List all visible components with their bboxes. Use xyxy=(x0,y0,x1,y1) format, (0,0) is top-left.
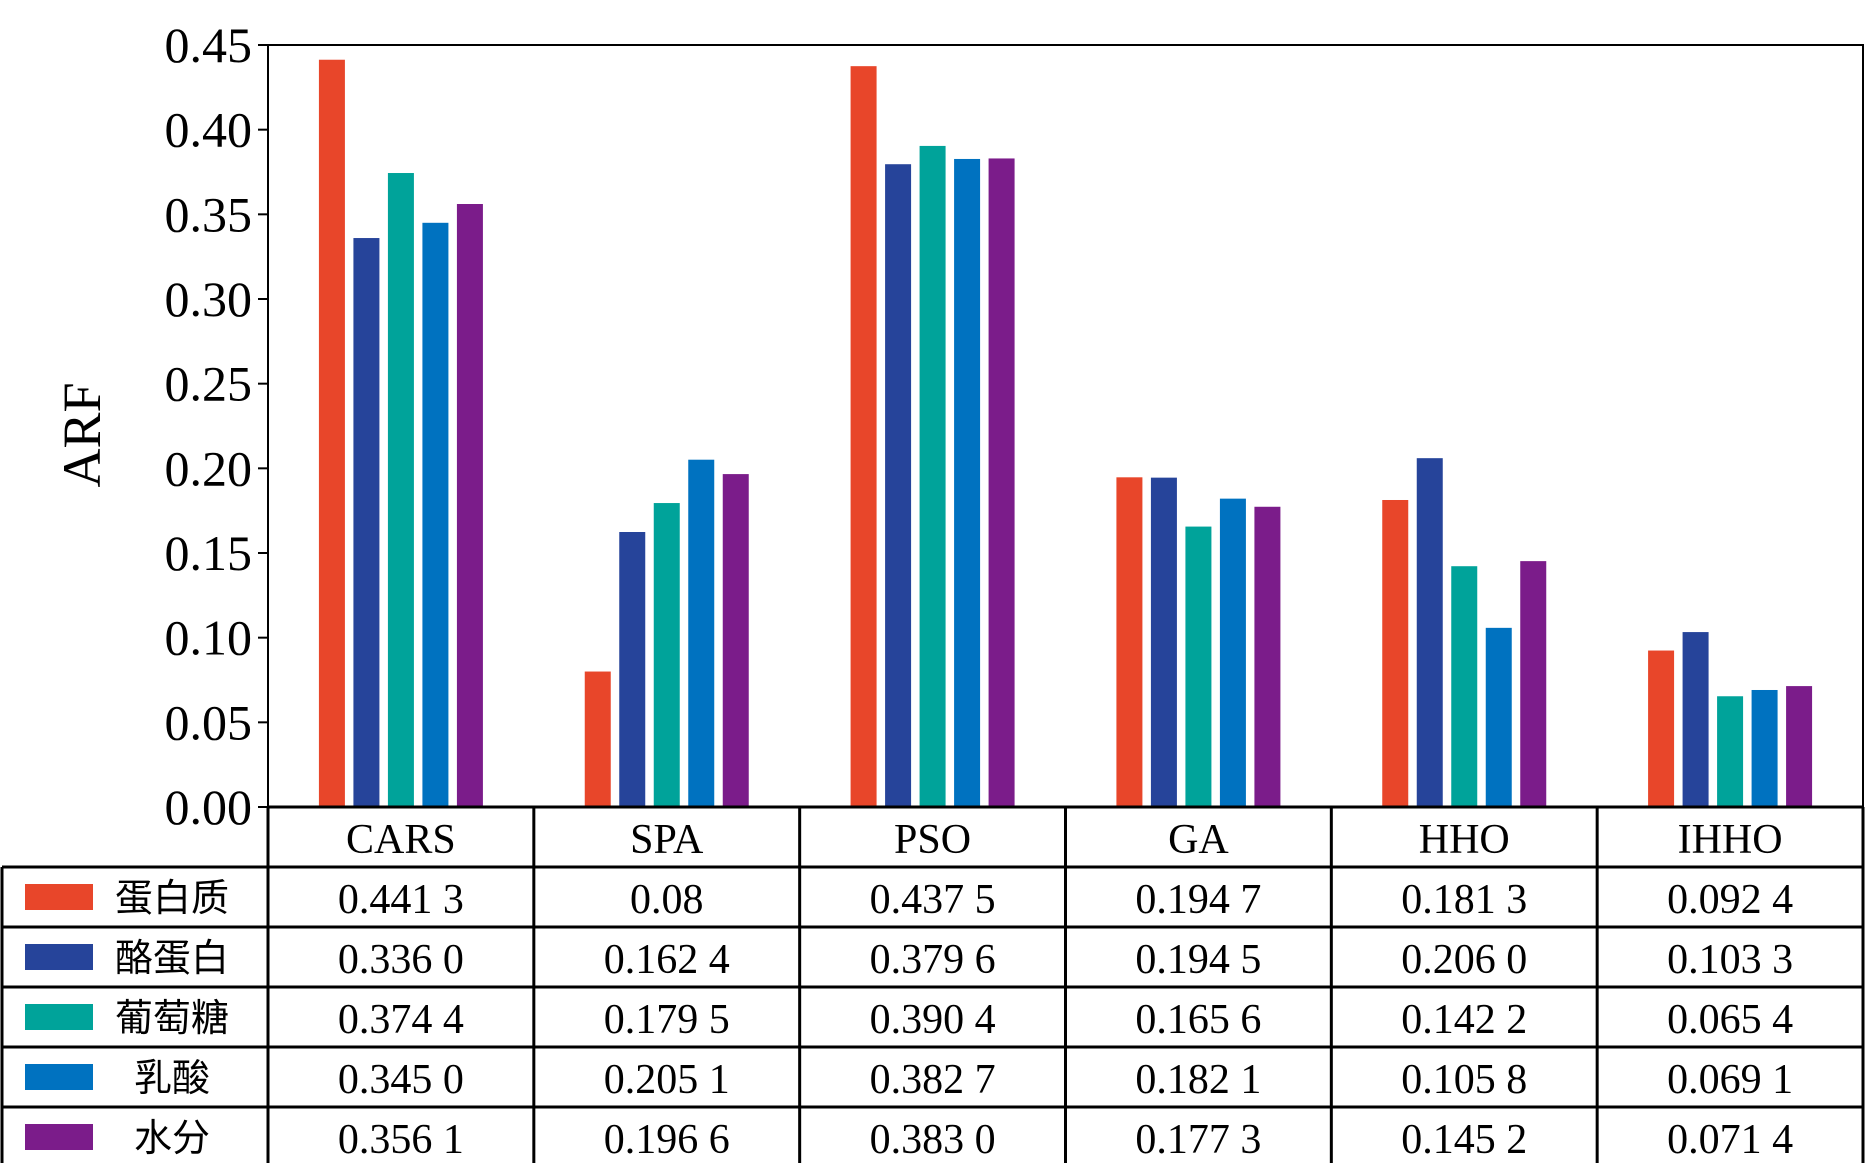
bar xyxy=(1520,561,1547,807)
bar xyxy=(1648,650,1675,807)
bar xyxy=(318,59,345,808)
bar xyxy=(850,66,877,807)
y-tick-label: 0.45 xyxy=(165,17,253,73)
y-tick-label: 0.05 xyxy=(165,694,253,750)
data-label: 0.441 3 xyxy=(338,877,464,923)
legend-swatch xyxy=(25,1004,93,1030)
bar xyxy=(584,671,611,807)
y-tick-label: 0.00 xyxy=(165,779,253,835)
x-category-label: PSO xyxy=(894,817,971,863)
data-label: 0.383 0 xyxy=(870,1117,996,1163)
data-label: 0.179 5 xyxy=(604,997,730,1043)
bar xyxy=(1682,632,1709,807)
bar xyxy=(988,158,1015,807)
data-label: 0.071 4 xyxy=(1667,1117,1793,1163)
bar xyxy=(353,238,380,808)
y-tick-label: 0.15 xyxy=(165,525,253,581)
data-label: 0.177 3 xyxy=(1135,1117,1261,1163)
x-category-label: IHHO xyxy=(1678,817,1783,863)
y-tick-label: 0.10 xyxy=(165,610,253,666)
x-category-label: HHO xyxy=(1419,817,1510,863)
x-category-label: CARS xyxy=(346,817,456,863)
bar xyxy=(885,164,912,807)
legend-label: 乳酸 xyxy=(134,1056,210,1100)
bar xyxy=(919,145,946,807)
y-tick-label: 0.20 xyxy=(165,440,253,496)
data-label: 0.379 6 xyxy=(870,937,996,983)
data-label: 0.336 0 xyxy=(338,937,464,983)
data-label: 0.437 5 xyxy=(870,877,996,923)
bar xyxy=(456,204,483,807)
legend-label: 葡萄糖 xyxy=(115,996,229,1040)
bar xyxy=(1485,627,1512,807)
bar xyxy=(1116,477,1143,807)
data-label: 0.065 4 xyxy=(1667,997,1793,1043)
legend-swatch xyxy=(25,1064,93,1090)
plot-area xyxy=(267,44,1864,808)
y-tick-label: 0.40 xyxy=(165,102,253,158)
bar xyxy=(954,158,981,808)
data-label: 0.181 3 xyxy=(1401,877,1527,923)
bar xyxy=(1451,566,1478,807)
bar xyxy=(1416,458,1443,807)
data-label: 0.103 3 xyxy=(1667,937,1793,983)
bar xyxy=(1786,686,1813,807)
data-table: CARS SPA PSO GA HHO IHHO 蛋白质 0.441 3 0.08 0.437 5… xyxy=(0,805,1865,1163)
legend-label: 水分 xyxy=(134,1116,210,1160)
data-label: 0.092 4 xyxy=(1667,877,1793,923)
legend-swatch xyxy=(25,884,93,910)
data-label: 0.356 1 xyxy=(338,1117,464,1163)
bar xyxy=(1717,696,1744,807)
bar xyxy=(387,173,414,808)
bar xyxy=(688,459,715,807)
plot-frame xyxy=(267,44,1864,808)
data-label: 0.390 4 xyxy=(870,997,996,1043)
legend-label: 酪蛋白 xyxy=(115,936,229,980)
data-label: 0.182 1 xyxy=(1135,1057,1261,1103)
data-label: 0.142 2 xyxy=(1401,997,1527,1043)
bar xyxy=(653,503,680,807)
bar xyxy=(1150,477,1177,807)
x-category-label: SPA xyxy=(630,817,704,863)
data-label: 0.205 1 xyxy=(604,1057,730,1103)
bar xyxy=(1382,499,1409,807)
bar xyxy=(1219,498,1246,807)
bars xyxy=(318,59,1813,808)
y-axis: 0.00 0.05 0.10 0.15 0.20 0.25 0.30 0.35 0.40 0.45 xyxy=(165,17,268,835)
data-label: 0.374 4 xyxy=(338,997,464,1043)
data-label: 0.162 4 xyxy=(604,937,730,983)
data-label: 0.105 8 xyxy=(1401,1057,1527,1103)
x-category-label: GA xyxy=(1168,817,1229,863)
data-label: 0.345 0 xyxy=(338,1057,464,1103)
y-tick-label: 0.30 xyxy=(165,271,253,327)
legend-swatch xyxy=(25,1124,93,1150)
bar xyxy=(1751,689,1778,807)
y-tick-label: 0.25 xyxy=(165,356,253,412)
bar xyxy=(422,222,449,808)
data-label: 0.145 2 xyxy=(1401,1117,1527,1163)
legend-swatch xyxy=(25,944,93,970)
y-axis-title: ARF xyxy=(52,382,112,487)
y-tick-label: 0.35 xyxy=(165,186,253,242)
data-label: 0.206 0 xyxy=(1401,937,1527,983)
data-label: 0.069 1 xyxy=(1667,1057,1793,1103)
legend-label: 蛋白质 xyxy=(115,876,229,920)
bar xyxy=(722,474,749,807)
data-label: 0.194 5 xyxy=(1135,937,1261,983)
data-label: 0.196 6 xyxy=(604,1117,730,1163)
bar xyxy=(1254,506,1281,807)
data-label: 0.194 7 xyxy=(1135,877,1261,923)
data-label: 0.08 xyxy=(630,877,704,923)
bar xyxy=(619,532,646,807)
data-label: 0.382 7 xyxy=(870,1057,996,1103)
data-label: 0.165 6 xyxy=(1135,997,1261,1043)
bar xyxy=(1185,526,1212,807)
